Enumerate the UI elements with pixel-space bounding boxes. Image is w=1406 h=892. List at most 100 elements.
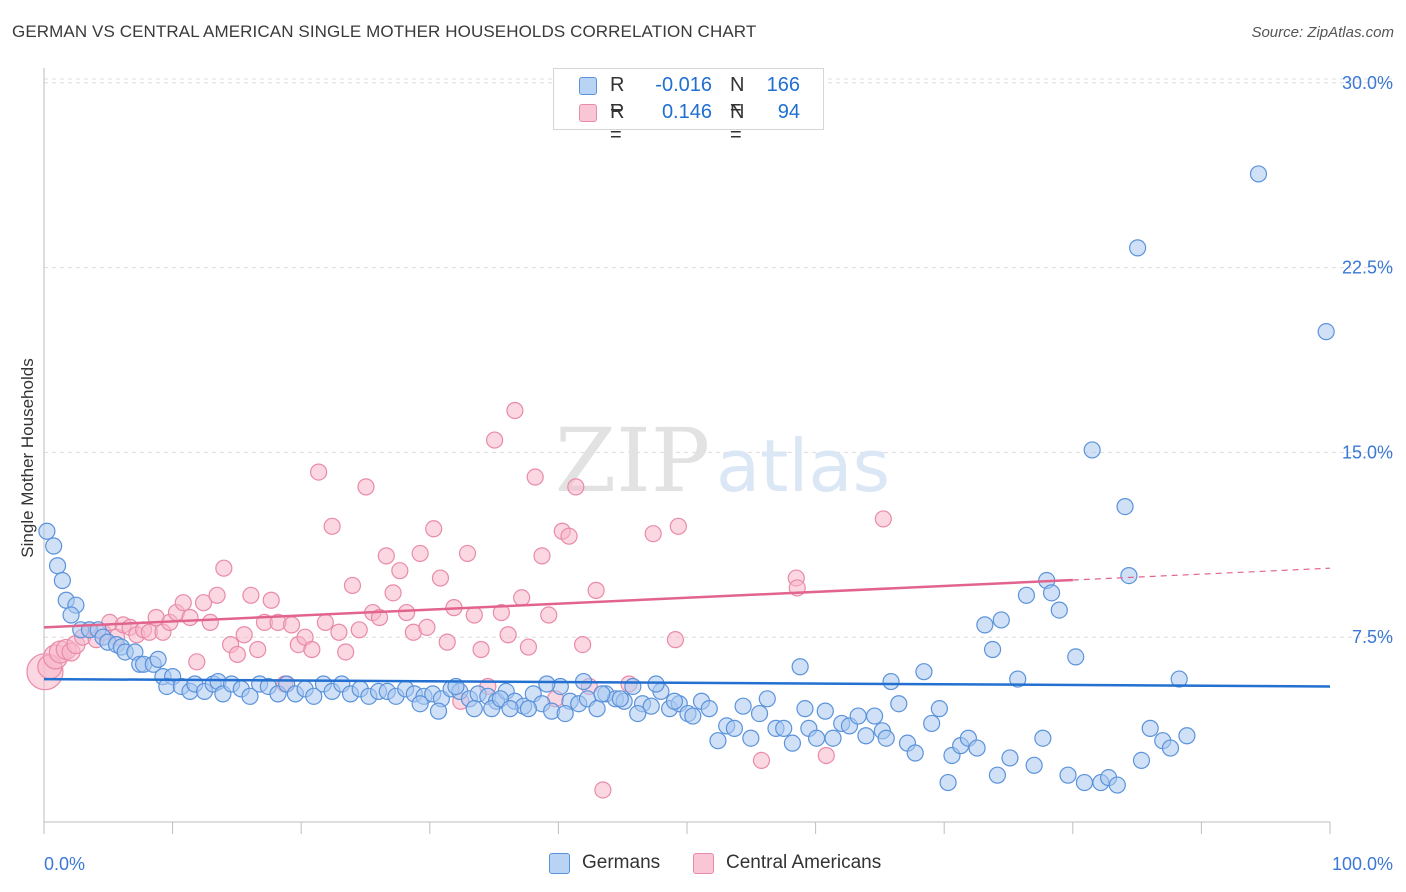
central-americans-swatch [693, 853, 714, 874]
german-point [684, 707, 702, 725]
german-point [750, 704, 769, 723]
german-point [709, 732, 727, 750]
central-american-point [228, 645, 246, 664]
german-point [411, 695, 429, 713]
central-american-point [560, 527, 578, 545]
german-point [915, 663, 933, 681]
central-american-point [330, 623, 348, 641]
german-point [968, 739, 986, 757]
source-label: Source: ZipAtlas.com [1251, 24, 1394, 41]
german-point [796, 700, 814, 718]
german-point [906, 744, 924, 762]
german-point [930, 700, 948, 718]
german-point [1108, 776, 1126, 794]
central-american-point [465, 606, 483, 624]
central-american-point [249, 640, 267, 659]
german-point [1141, 719, 1159, 737]
central-american-point [398, 603, 416, 622]
central-american-point [343, 576, 362, 595]
legend-label-central-americans: Central Americans [726, 852, 882, 873]
german-point [923, 714, 941, 733]
german-point [758, 690, 776, 708]
german-point [890, 695, 908, 713]
german-point [1001, 749, 1019, 767]
central-american-point [817, 746, 835, 765]
axes [43, 68, 1331, 834]
x-tick-label: 0.0% [44, 854, 85, 874]
central-american-point [384, 584, 402, 602]
german-point [742, 729, 760, 747]
german-point [1050, 601, 1068, 619]
german-point [642, 697, 660, 715]
central-american-point [303, 640, 321, 659]
german-point [38, 522, 56, 540]
german-point [1034, 729, 1052, 747]
german-point [1075, 773, 1094, 792]
x-tick-label: 100.0% [1332, 854, 1393, 874]
german-point [45, 537, 63, 555]
german-point [783, 734, 802, 752]
germans-points [38, 165, 1335, 794]
german-point [305, 687, 323, 705]
german-point [857, 727, 875, 745]
german-point [62, 606, 80, 624]
german-point [629, 704, 647, 723]
german-point [824, 729, 842, 747]
central-american-point [350, 621, 368, 639]
r-value: -0.016 [655, 74, 712, 96]
germans-swatch [549, 853, 570, 874]
central-american-point [485, 431, 504, 449]
german-point [241, 687, 259, 705]
central-americans-trend-line [43, 578, 1073, 629]
german-point [725, 719, 743, 737]
german-point [866, 707, 884, 725]
german-point [149, 650, 167, 668]
central-american-point [215, 559, 233, 577]
german-point [1129, 239, 1147, 257]
central-american-point [669, 517, 687, 535]
central-american-point [208, 586, 226, 604]
german-point [877, 729, 895, 747]
german-point [1161, 739, 1180, 757]
german-point [465, 700, 483, 718]
german-point [1025, 756, 1043, 774]
german-point [983, 640, 1002, 659]
central-americans-trend-extension [1072, 567, 1331, 581]
germans-trend-line [43, 677, 1331, 688]
central-american-point [472, 640, 490, 659]
central-american-point [235, 626, 253, 644]
central-american-point [540, 606, 558, 624]
central-american-point [425, 520, 443, 538]
central-american-point [519, 638, 538, 656]
central-american-point [438, 633, 456, 651]
r-label: R = [610, 74, 625, 119]
n-label: N = [730, 74, 745, 119]
central-american-point [526, 468, 544, 486]
central-american-point [391, 562, 409, 580]
central-american-point [337, 643, 355, 661]
central-american-point [357, 478, 375, 496]
central-american-point [194, 594, 213, 612]
german-point [849, 707, 867, 725]
german-point [1178, 727, 1196, 745]
central-american-point [411, 544, 429, 563]
central-american-point [316, 613, 334, 632]
central-american-point [513, 589, 531, 607]
central-american-point [874, 510, 892, 528]
central-american-point [458, 544, 477, 563]
central-american-point [752, 751, 771, 769]
german-point [939, 773, 957, 792]
central-american-point [242, 586, 260, 604]
german-point [624, 677, 642, 696]
r-label: R = [610, 101, 625, 146]
german-point [611, 690, 629, 708]
german-point [556, 704, 574, 723]
german-point [53, 571, 71, 590]
german-point [1059, 766, 1077, 784]
german-point [976, 616, 994, 634]
german-point [882, 672, 900, 691]
german-point [538, 675, 556, 693]
central-american-point [431, 569, 450, 587]
central-american-point [644, 525, 662, 543]
central-american-point [201, 613, 219, 632]
